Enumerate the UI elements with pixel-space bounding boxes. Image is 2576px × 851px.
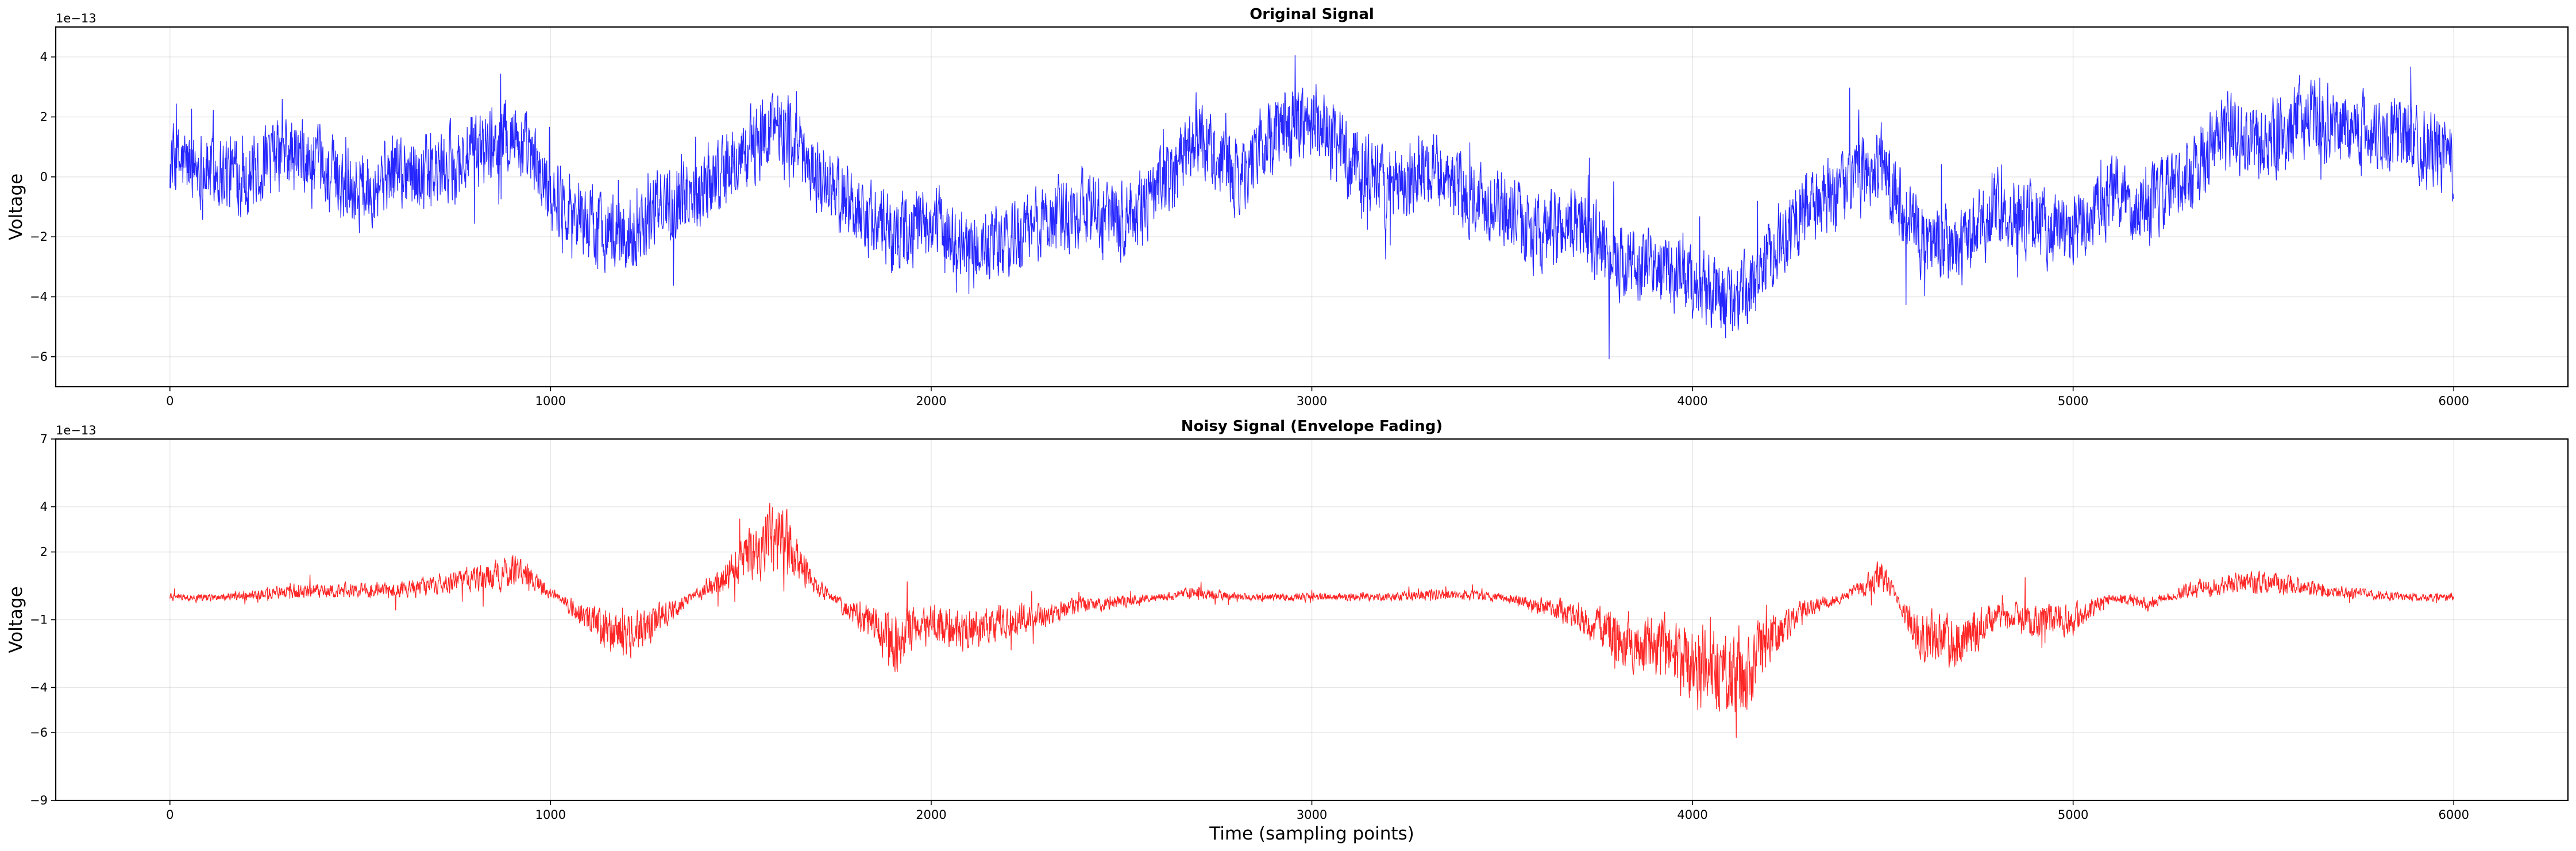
- x-tick-label: 2000: [916, 394, 946, 408]
- signal-line: [169, 55, 2454, 360]
- chart-title: Original Signal: [1250, 6, 1374, 23]
- x-tick-label: 5000: [2058, 808, 2088, 822]
- x-tick-label: 3000: [1297, 808, 1327, 822]
- y-tick-label: −9: [30, 794, 48, 807]
- y-tick-label: 7: [40, 432, 48, 446]
- axis-offset-text: 1e−13: [56, 423, 97, 437]
- x-tick-label: 4000: [1677, 394, 1707, 408]
- x-tick-label: 2000: [916, 808, 946, 822]
- y-tick-label: 2: [40, 110, 48, 124]
- y-tick-label: −4: [30, 680, 48, 694]
- grid: [56, 27, 2568, 387]
- x-tick-label: 4000: [1677, 808, 1707, 822]
- y-tick-label: −4: [30, 290, 48, 304]
- x-tick-label: 5000: [2058, 394, 2088, 408]
- y-tick-label: 4: [40, 500, 48, 514]
- axis-offset-text: 1e−13: [56, 11, 97, 25]
- signal-line: [169, 502, 2454, 738]
- x-tick-label: 6000: [2439, 808, 2469, 822]
- y-tick-label: −1: [30, 613, 48, 627]
- y-tick-label: −6: [30, 350, 48, 364]
- x-tick-label: 0: [166, 808, 173, 822]
- x-tick-label: 1000: [535, 394, 566, 408]
- x-axis-label: Time (sampling points): [1209, 823, 1414, 844]
- y-axis-label: Voltage: [6, 586, 26, 653]
- x-tick-label: 6000: [2439, 394, 2469, 408]
- y-tick-label: 4: [40, 50, 48, 64]
- y-axis-label: Voltage: [6, 174, 26, 240]
- noisy-signal-panel: 0 1000 2000 3000 4000 5000 6000 −9 −6 −4 −1 2 4 7 1e−1…: [6, 418, 2569, 844]
- x-tick-label: 1000: [535, 808, 566, 822]
- x-tick-label: 0: [166, 394, 173, 408]
- chart-title: Noisy Signal (Envelope Fading): [1181, 418, 1443, 435]
- grid: [56, 438, 2568, 801]
- y-tick-label: −2: [30, 230, 48, 244]
- y-tick-label: 2: [40, 545, 48, 559]
- y-tick-label: 0: [40, 170, 48, 184]
- original-signal-panel: 0 1000 2000 3000 4000 5000 6000 −6 −4 −2 0 2 4 1e−13 O…: [6, 6, 2569, 408]
- x-tick-label: 3000: [1297, 394, 1327, 408]
- y-tick-label: −6: [30, 726, 48, 740]
